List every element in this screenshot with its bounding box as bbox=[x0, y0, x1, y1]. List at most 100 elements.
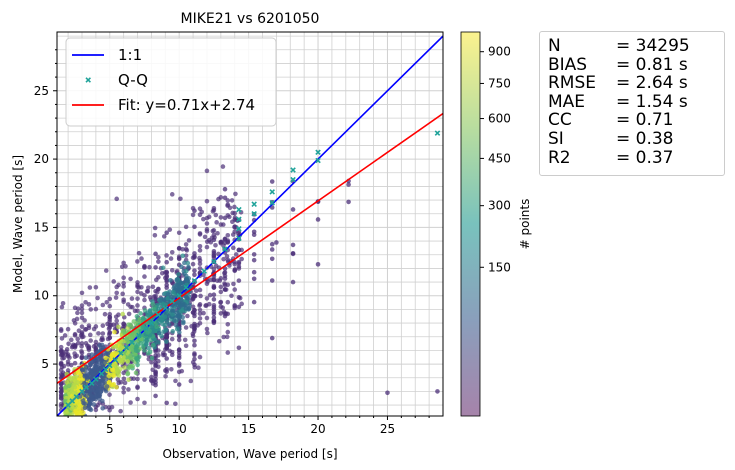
data-point bbox=[121, 385, 126, 391]
data-point bbox=[97, 343, 102, 348]
data-point bbox=[91, 344, 97, 349]
data-point bbox=[232, 261, 238, 267]
data-point bbox=[221, 256, 226, 262]
data-point bbox=[72, 360, 78, 366]
qq-marker bbox=[183, 284, 189, 291]
data-point bbox=[210, 208, 216, 214]
data-point bbox=[164, 400, 169, 406]
data-point bbox=[169, 192, 175, 197]
data-point bbox=[77, 410, 83, 415]
data-point bbox=[135, 303, 140, 308]
data-point bbox=[86, 302, 92, 307]
data-point bbox=[156, 320, 162, 326]
stat-value: = 0.71 bbox=[616, 110, 674, 131]
qq-marker bbox=[143, 325, 149, 332]
data-point bbox=[87, 332, 93, 338]
data-point bbox=[82, 401, 88, 406]
data-point bbox=[69, 387, 74, 393]
data-point bbox=[75, 310, 80, 316]
data-point bbox=[236, 278, 242, 283]
data-point bbox=[164, 369, 169, 374]
data-point bbox=[121, 260, 126, 266]
data-point bbox=[176, 246, 182, 251]
data-point bbox=[153, 355, 158, 361]
data-point bbox=[197, 311, 203, 316]
data-point bbox=[72, 333, 78, 338]
data-point bbox=[164, 274, 169, 280]
data-point bbox=[64, 417, 69, 422]
data-point bbox=[269, 241, 275, 247]
data-point bbox=[58, 362, 64, 367]
data-point bbox=[92, 418, 97, 423]
data-point bbox=[192, 251, 197, 256]
stat-name: MAE bbox=[548, 91, 586, 112]
data-point bbox=[116, 380, 122, 386]
data-point bbox=[145, 289, 151, 294]
data-point bbox=[70, 420, 75, 425]
data-point bbox=[149, 355, 155, 361]
data-point bbox=[218, 222, 224, 227]
stat-value: = 2.64 s bbox=[616, 73, 688, 94]
data-point bbox=[111, 373, 117, 378]
data-point bbox=[69, 362, 74, 368]
data-point bbox=[197, 287, 203, 293]
data-point bbox=[184, 248, 190, 253]
data-point bbox=[79, 306, 85, 312]
data-point bbox=[102, 360, 108, 366]
y-tick-label: 10 bbox=[34, 289, 49, 303]
data-point bbox=[192, 224, 197, 230]
data-point bbox=[136, 250, 142, 256]
data-point bbox=[81, 334, 86, 339]
data-point bbox=[145, 330, 150, 335]
data-point bbox=[197, 266, 203, 271]
data-point bbox=[85, 343, 90, 348]
data-point bbox=[65, 368, 71, 373]
y-tick-label: 5 bbox=[41, 357, 49, 371]
stat-value: = 0.38 bbox=[616, 129, 674, 149]
stat-name: R2 bbox=[548, 147, 571, 168]
qq-marker bbox=[73, 394, 80, 400]
data-point bbox=[68, 337, 74, 343]
data-point bbox=[64, 379, 70, 385]
data-point bbox=[164, 278, 169, 284]
data-point bbox=[269, 256, 275, 262]
data-point bbox=[190, 212, 196, 218]
data-point bbox=[169, 367, 174, 372]
data-point bbox=[63, 420, 68, 425]
data-point bbox=[142, 264, 147, 270]
data-point bbox=[107, 296, 113, 302]
data-point bbox=[139, 285, 144, 290]
qq-marker bbox=[79, 388, 85, 395]
data-point bbox=[346, 182, 351, 187]
data-point bbox=[125, 358, 130, 364]
data-point bbox=[58, 327, 64, 332]
data-point bbox=[68, 418, 73, 423]
data-point bbox=[222, 287, 228, 292]
qq-marker bbox=[148, 320, 155, 326]
data-point bbox=[79, 324, 85, 329]
data-point bbox=[103, 376, 109, 382]
data-point bbox=[173, 401, 178, 407]
data-point bbox=[100, 331, 106, 336]
data-point bbox=[59, 385, 64, 391]
data-point bbox=[107, 315, 113, 320]
qq-marker bbox=[102, 366, 109, 373]
data-point bbox=[100, 405, 106, 411]
data-point bbox=[66, 341, 71, 347]
data-point bbox=[170, 312, 175, 317]
data-point bbox=[130, 363, 135, 369]
data-point bbox=[179, 297, 184, 303]
data-point bbox=[142, 377, 147, 382]
stat-name: BIAS bbox=[548, 54, 588, 75]
data-point bbox=[221, 334, 227, 340]
data-point bbox=[192, 338, 197, 344]
data-point bbox=[192, 351, 197, 356]
data-point bbox=[222, 236, 228, 242]
x-tick-label: 20 bbox=[310, 422, 325, 436]
data-point bbox=[110, 367, 115, 373]
data-point bbox=[274, 240, 279, 245]
data-point bbox=[164, 230, 169, 236]
data-point bbox=[118, 408, 123, 414]
data-point bbox=[95, 388, 101, 394]
data-point bbox=[107, 335, 113, 341]
